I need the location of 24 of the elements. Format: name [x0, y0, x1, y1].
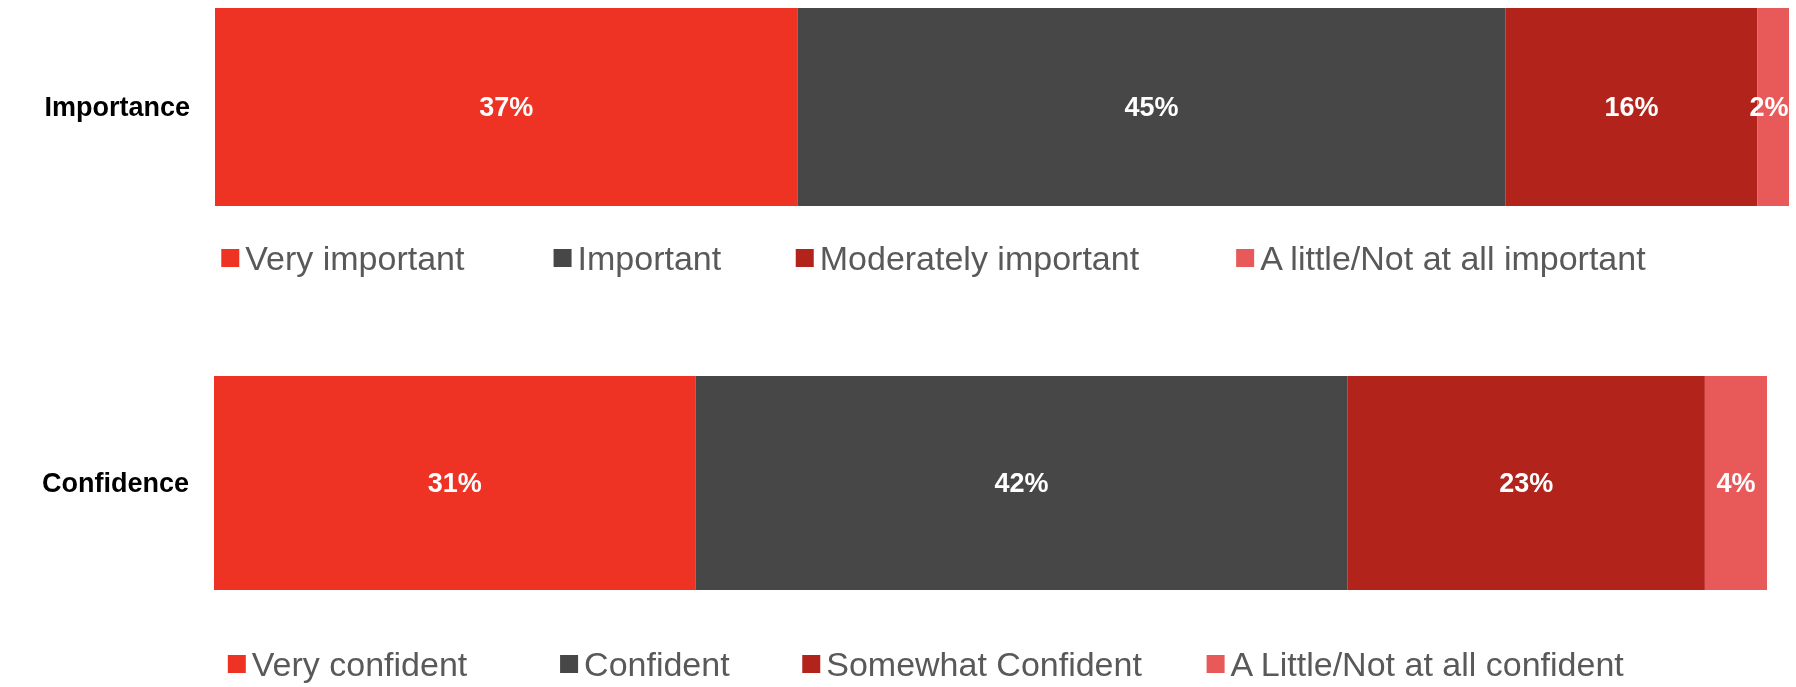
legend-label: Important	[577, 239, 722, 277]
bar	[215, 8, 798, 206]
data-label: 23%	[1499, 468, 1554, 498]
data-label: 4%	[1716, 468, 1756, 498]
bar	[1347, 376, 1705, 590]
data-label: 45%	[1124, 92, 1179, 122]
legend-label: Confident	[584, 645, 731, 683]
bar	[695, 376, 1348, 590]
legend-label: A little/Not at all important	[1260, 239, 1647, 277]
bar	[1704, 376, 1767, 590]
data-label: 42%	[994, 468, 1049, 498]
legend-label: A Little/Not at all confident	[1230, 645, 1625, 683]
data-label: 37%	[479, 92, 534, 122]
data-label: 31%	[427, 468, 482, 498]
data-label: 2%	[1749, 92, 1789, 122]
y-tick-label: Confidence	[41, 468, 189, 498]
legend-label: Somewhat Confident	[826, 645, 1143, 683]
y-tick-label: Importance	[44, 92, 190, 122]
bar	[797, 8, 1506, 206]
legend-label: Very confident	[251, 645, 468, 683]
data-label: 16%	[1604, 92, 1659, 122]
legend-label: Moderately important	[819, 239, 1140, 277]
bar	[214, 376, 696, 590]
legend-label: Very important	[245, 239, 466, 277]
